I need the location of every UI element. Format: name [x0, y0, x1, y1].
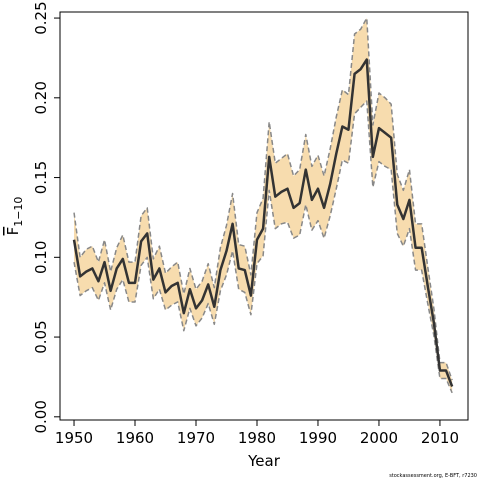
y-label-symbol: F: [4, 227, 22, 236]
x-tick-label: 1950: [55, 429, 93, 447]
y-label-subscript: 1−10: [12, 197, 25, 227]
x-axis-label: Year: [247, 452, 281, 470]
y-tick-label: 0.25: [32, 1, 50, 34]
y-tick-label: 0.05: [32, 320, 50, 353]
y-tick-label: 0.15: [32, 161, 50, 194]
x-tick-label: 2000: [360, 429, 398, 447]
x-tick-label: 1990: [299, 429, 337, 447]
y-tick-label: 0.00: [32, 400, 50, 433]
x-tick-label: 2010: [421, 429, 459, 447]
x-tick-label: 1970: [177, 429, 215, 447]
y-tick-label: 0.20: [32, 81, 50, 114]
confidence-band: [74, 18, 453, 393]
y-tick-label: 0.10: [32, 241, 50, 274]
lower-bound: [73, 100, 453, 394]
x-tick-label: 1980: [238, 429, 276, 447]
upper-bound: [73, 17, 453, 381]
x-tick-label: 1960: [116, 429, 154, 447]
y-axis-label: F1−10: [4, 197, 25, 236]
estimate-line: [72, 58, 454, 387]
plot-frame: [59, 11, 469, 421]
footnote: stockassessment.org, E-BFT, r7230: [389, 473, 477, 479]
